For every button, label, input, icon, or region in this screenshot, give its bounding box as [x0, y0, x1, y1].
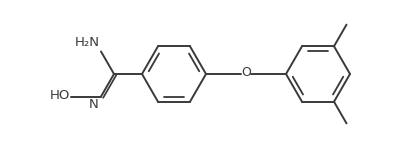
Text: HO: HO [50, 89, 70, 102]
Text: N: N [89, 98, 99, 111]
Text: H₂N: H₂N [75, 36, 100, 50]
Text: O: O [241, 66, 251, 80]
